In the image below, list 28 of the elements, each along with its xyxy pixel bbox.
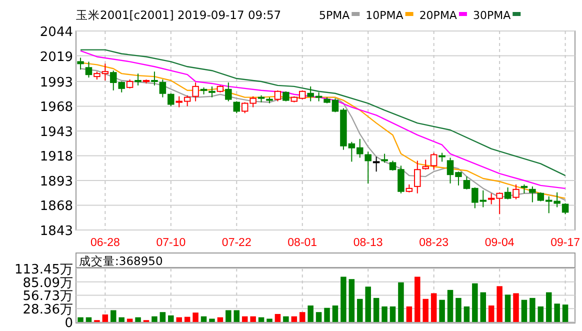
- x-tick-label: 08-23: [419, 237, 449, 249]
- legend-label: 30PMA: [472, 9, 512, 22]
- legend-label: 10PMA: [366, 9, 404, 22]
- y-tick-label: 2019: [40, 50, 73, 65]
- y-tick-label: 28.36万: [22, 302, 73, 318]
- x-tick-label: 09-17: [550, 237, 580, 249]
- y-tick-label: 1868: [40, 199, 73, 214]
- legend-label: 5PMA: [319, 9, 350, 22]
- y-tick-label: 1918: [40, 150, 73, 165]
- y-tick-label: 1893: [40, 174, 73, 190]
- y-tick-label: 113.45万: [14, 262, 73, 278]
- y-tick-label: 1943: [40, 124, 73, 140]
- chart-title: 玉米2001[c2001] 2019-09-17 09:57: [76, 8, 282, 22]
- y-tick-label: 1993: [40, 75, 73, 90]
- x-tick-label: 06-28: [90, 237, 120, 249]
- y-tick-label: 1843: [40, 224, 73, 239]
- x-tick-label: 08-13: [353, 237, 383, 249]
- y-tick-label: 2044: [40, 25, 73, 40]
- x-tick-label: 08-01: [288, 237, 318, 249]
- y-tick-label: 0: [64, 316, 73, 331]
- y-tick-label: 1968: [40, 100, 73, 116]
- y-tick-label: 85.09万: [22, 276, 73, 291]
- x-tick-label: 09-04: [484, 237, 515, 249]
- y-tick-label: 56.73万: [22, 289, 73, 304]
- x-tick-label: 07-22: [222, 237, 252, 249]
- legend-label: 20PMA: [419, 9, 458, 22]
- x-tick-label: 07-10: [156, 237, 186, 249]
- text: 成交量:368950: [79, 254, 163, 268]
